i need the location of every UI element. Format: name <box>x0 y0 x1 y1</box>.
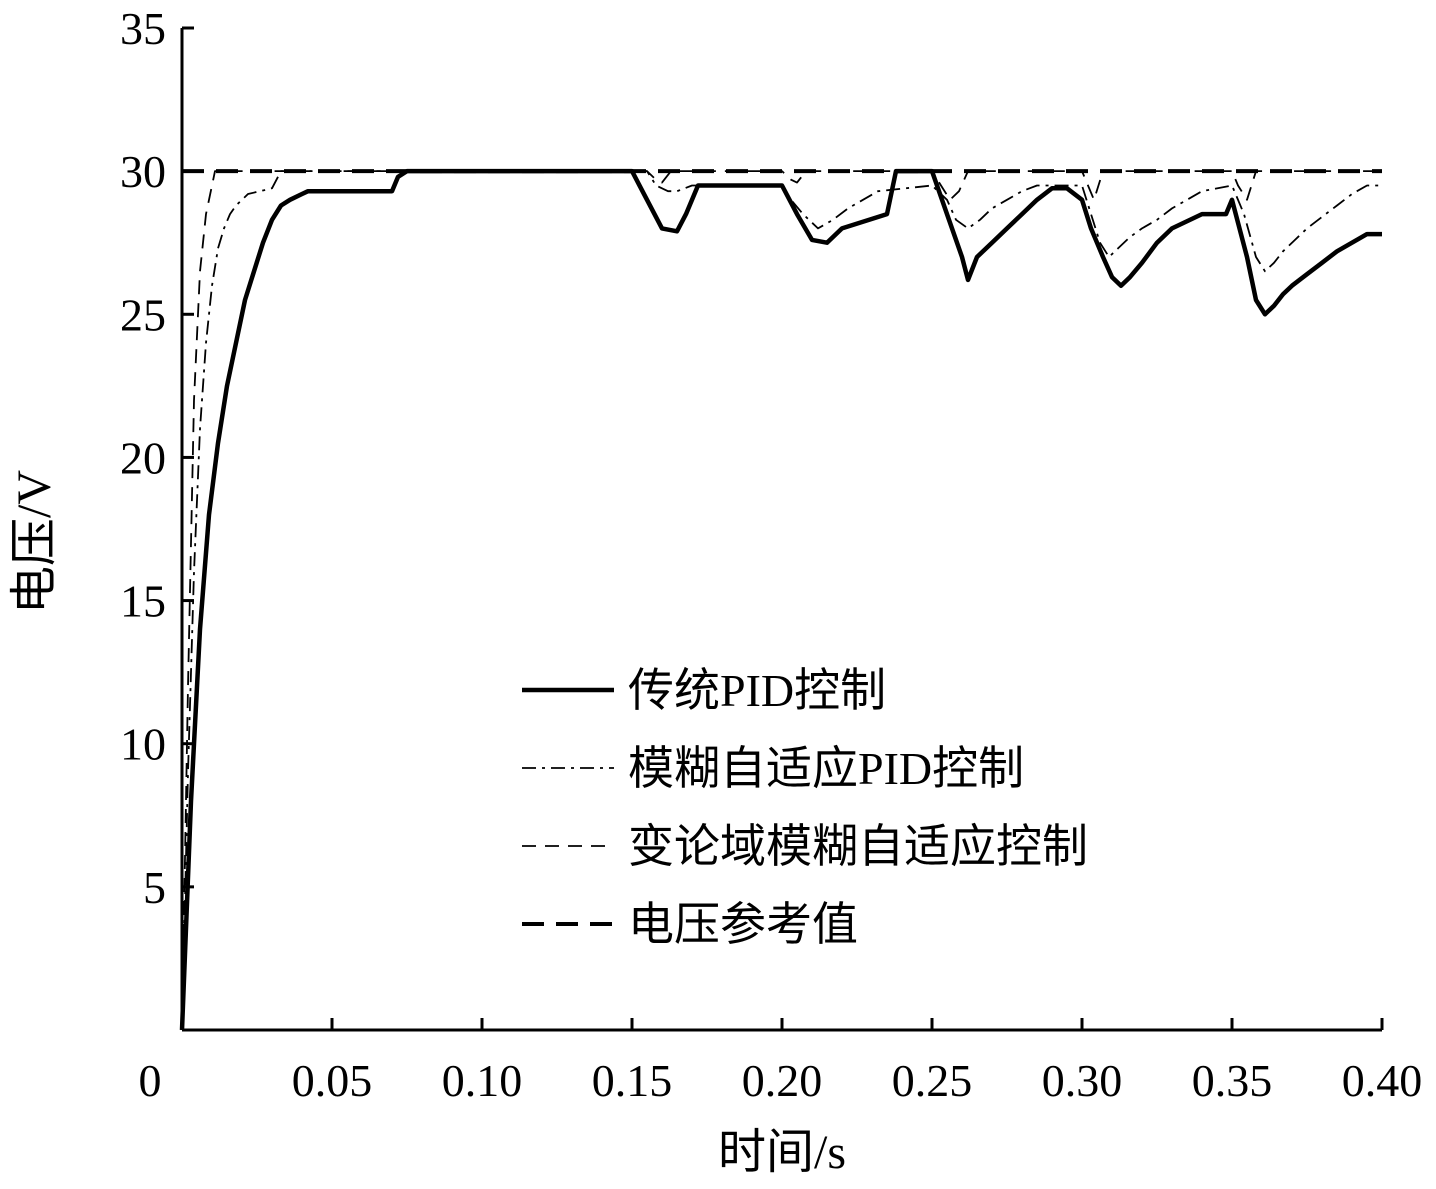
x-tick-label-8: 0.40 <box>1342 1055 1423 1106</box>
legend-label-2: 变论域模糊自适应控制 <box>628 821 1088 872</box>
x-tick-label-6: 0.30 <box>1042 1055 1123 1106</box>
x-tick-label-7: 0.35 <box>1192 1055 1273 1106</box>
x-tick-label-2: 0.10 <box>442 1055 523 1106</box>
series-line-2 <box>181 170 1382 1031</box>
ticks-layer: 0 0.05 0.10 0.15 0.20 0.25 0.30 0.35 0.40 5 10 15 20… <box>120 3 1422 1106</box>
y-tick-label-1: 10 <box>120 719 166 770</box>
y-tick-label-2: 15 <box>120 576 166 627</box>
x-tick-label-1: 0.05 <box>292 1055 373 1106</box>
x-tick-label-5: 0.25 <box>892 1055 973 1106</box>
y-tick-label-3: 20 <box>120 432 166 483</box>
y-tick-label-4: 25 <box>120 289 166 340</box>
axes-layer <box>180 28 1382 1032</box>
x-tick-label-4: 0.20 <box>742 1055 823 1106</box>
legend-label-0: 传统PID控制 <box>628 665 886 716</box>
legend-label-3: 电压参考值 <box>628 899 858 950</box>
legend-label-1: 模糊自适应PID控制 <box>628 743 1024 794</box>
series-line-1 <box>181 170 1382 1031</box>
y-tick-label-6: 35 <box>120 3 166 54</box>
series-layer <box>179 168 1382 1031</box>
series-line-0 <box>179 168 1382 1031</box>
y-axis-label: 电压/V <box>8 470 61 614</box>
y-tick-label-5: 30 <box>120 146 166 197</box>
y-tick-label-0: 5 <box>143 862 166 913</box>
x-tick-label-3: 0.15 <box>592 1055 673 1106</box>
x-tick-label-0: 0 <box>139 1055 162 1106</box>
x-axis-label: 时间/s <box>718 1126 846 1179</box>
